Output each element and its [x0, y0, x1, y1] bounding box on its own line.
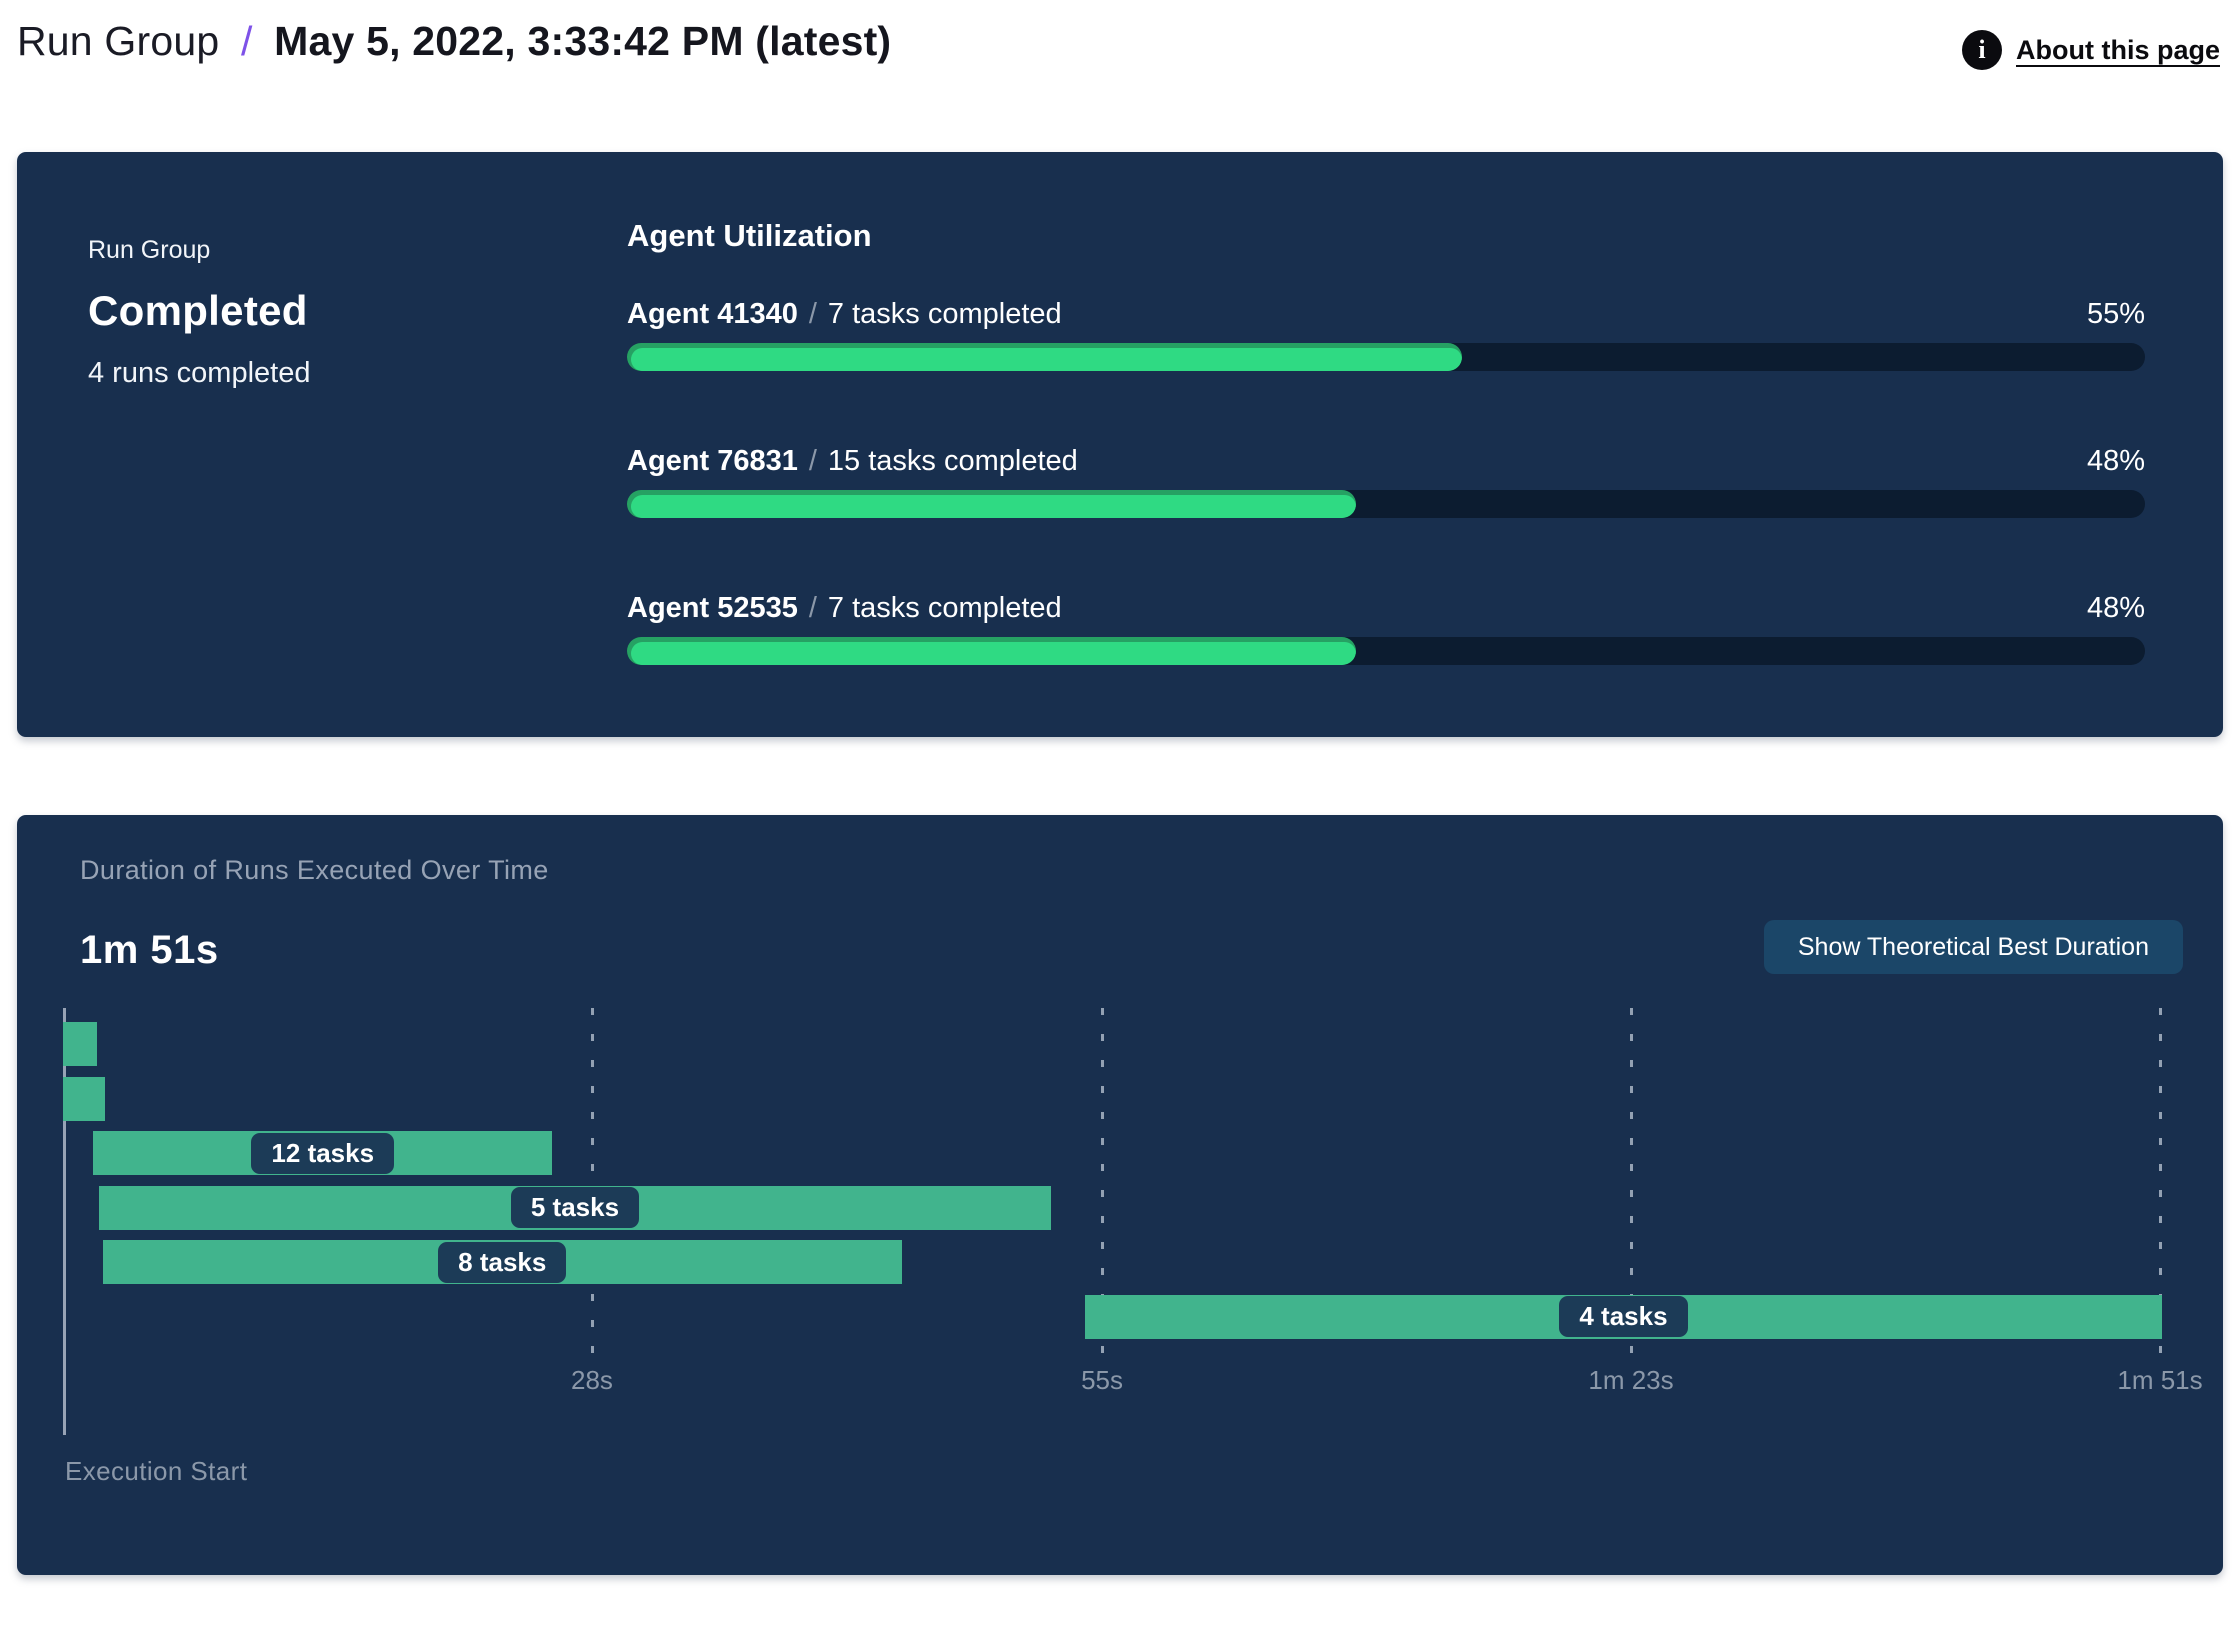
agent-separator: /	[808, 445, 817, 477]
run-bar[interactable]: 4 tasks	[1085, 1294, 2162, 1339]
agent-separator: /	[808, 298, 817, 330]
run-group-status-card: Run Group Completed 4 runs completed	[17, 152, 627, 737]
gridline	[1630, 1008, 1634, 1353]
run-bar-task-count: 12 tasks	[251, 1132, 395, 1174]
gridline	[2159, 1008, 2162, 1353]
info-icon: i	[1962, 30, 2002, 70]
agent-row-label: Agent 76831 / 15 tasks completed 48%	[627, 445, 2145, 478]
about-this-page[interactable]: i About this page	[1962, 30, 2220, 70]
status-badge: Completed	[88, 287, 308, 334]
axis-tick-label: 28s	[571, 1365, 613, 1395]
duration-panel-header: Duration of Runs Executed Over Time 1m 5…	[17, 815, 2223, 974]
run-bar[interactable]	[63, 1022, 97, 1066]
agent-utilization-bar-track	[627, 343, 2145, 371]
run-bar[interactable]: 8 tasks	[102, 1240, 902, 1284]
gantt-plot: Execution Start 28s 55s 1m 23s 1m 51s 12 tas…	[17, 1008, 2223, 1538]
axis-tick-label: 1m 51s	[2117, 1365, 2203, 1395]
agent-separator: /	[808, 592, 817, 624]
duration-panel: Duration of Runs Executed Over Time 1m 5…	[17, 815, 2223, 1575]
run-bar-task-count: 8 tasks	[438, 1241, 567, 1283]
page-header: Run Group / May 5, 2022, 3:33:42 PM (lat…	[0, 0, 2240, 70]
agent-tasks-completed: 15 tasks completed	[827, 445, 1078, 477]
breadcrumb-separator: /	[240, 18, 253, 64]
runs-completed-count: 4 runs completed	[88, 357, 311, 389]
agent-tasks-completed: 7 tasks completed	[827, 592, 1062, 624]
axis-tick-label: 55s	[1081, 1365, 1124, 1395]
agent-utilization-percent: 48%	[2086, 445, 2145, 477]
about-this-page-link[interactable]: About this page	[2016, 34, 2220, 65]
duration-chart-title: Duration of Runs Executed Over Time	[80, 855, 549, 885]
agent-name: Agent 52535	[627, 592, 798, 624]
agent-row: Agent 76831 / 15 tasks completed 48%	[627, 445, 2145, 518]
agent-name: Agent 76831	[627, 445, 798, 477]
run-bar[interactable]	[63, 1076, 105, 1121]
page-title: May 5, 2022, 3:33:42 PM (latest)	[274, 18, 892, 64]
breadcrumb: Run Group / May 5, 2022, 3:33:42 PM (lat…	[17, 12, 891, 70]
execution-start-axis-line	[63, 1008, 66, 1435]
run-group-summary-panel: Run Group Completed 4 runs completed Age…	[17, 152, 2223, 737]
agent-utilization-bar-track	[627, 637, 2145, 665]
agent-row-label: Agent 41340 / 7 tasks completed 55%	[627, 298, 2145, 331]
agent-name: Agent 41340	[627, 298, 798, 330]
agent-utilization-title: Agent Utilization	[627, 218, 872, 253]
agent-utilization-percent: 48%	[2086, 592, 2145, 624]
agent-row-label: Agent 52535 / 7 tasks completed 48%	[627, 592, 2145, 625]
axis-tick-label: 1m 23s	[1588, 1365, 1674, 1395]
run-bar[interactable]: 5 tasks	[98, 1185, 1052, 1230]
run-bar-task-count: 5 tasks	[510, 1187, 640, 1228]
agent-row: Agent 52535 / 7 tasks completed 48%	[627, 592, 2145, 665]
agent-utilization-bar-fill	[627, 490, 1356, 518]
agent-tasks-completed: 7 tasks completed	[827, 298, 1062, 330]
run-bar[interactable]: 12 tasks	[93, 1131, 553, 1175]
gridline	[1101, 1008, 1105, 1353]
gridline	[590, 1008, 594, 1353]
show-theoretical-best-duration-button[interactable]: Show Theoretical Best Duration	[1763, 920, 2183, 974]
agent-utilization-bar-fill	[627, 637, 1356, 665]
agent-utilization-bar-track	[627, 490, 2145, 518]
execution-start-label: Execution Start	[65, 1456, 248, 1486]
run-bar-task-count: 4 tasks	[1559, 1296, 1688, 1337]
agent-row: Agent 41340 / 7 tasks completed 55%	[627, 298, 2145, 371]
status-card-label: Run Group	[88, 236, 211, 264]
total-duration-value: 1m 51s	[80, 928, 219, 972]
agent-utilization-bar-fill	[627, 343, 1462, 371]
breadcrumb-run-group: Run Group	[17, 18, 220, 64]
agent-utilization-section: Agent Utilization Agent 41340 / 7 tasks …	[627, 152, 2223, 737]
agent-utilization-percent: 55%	[2086, 298, 2145, 330]
